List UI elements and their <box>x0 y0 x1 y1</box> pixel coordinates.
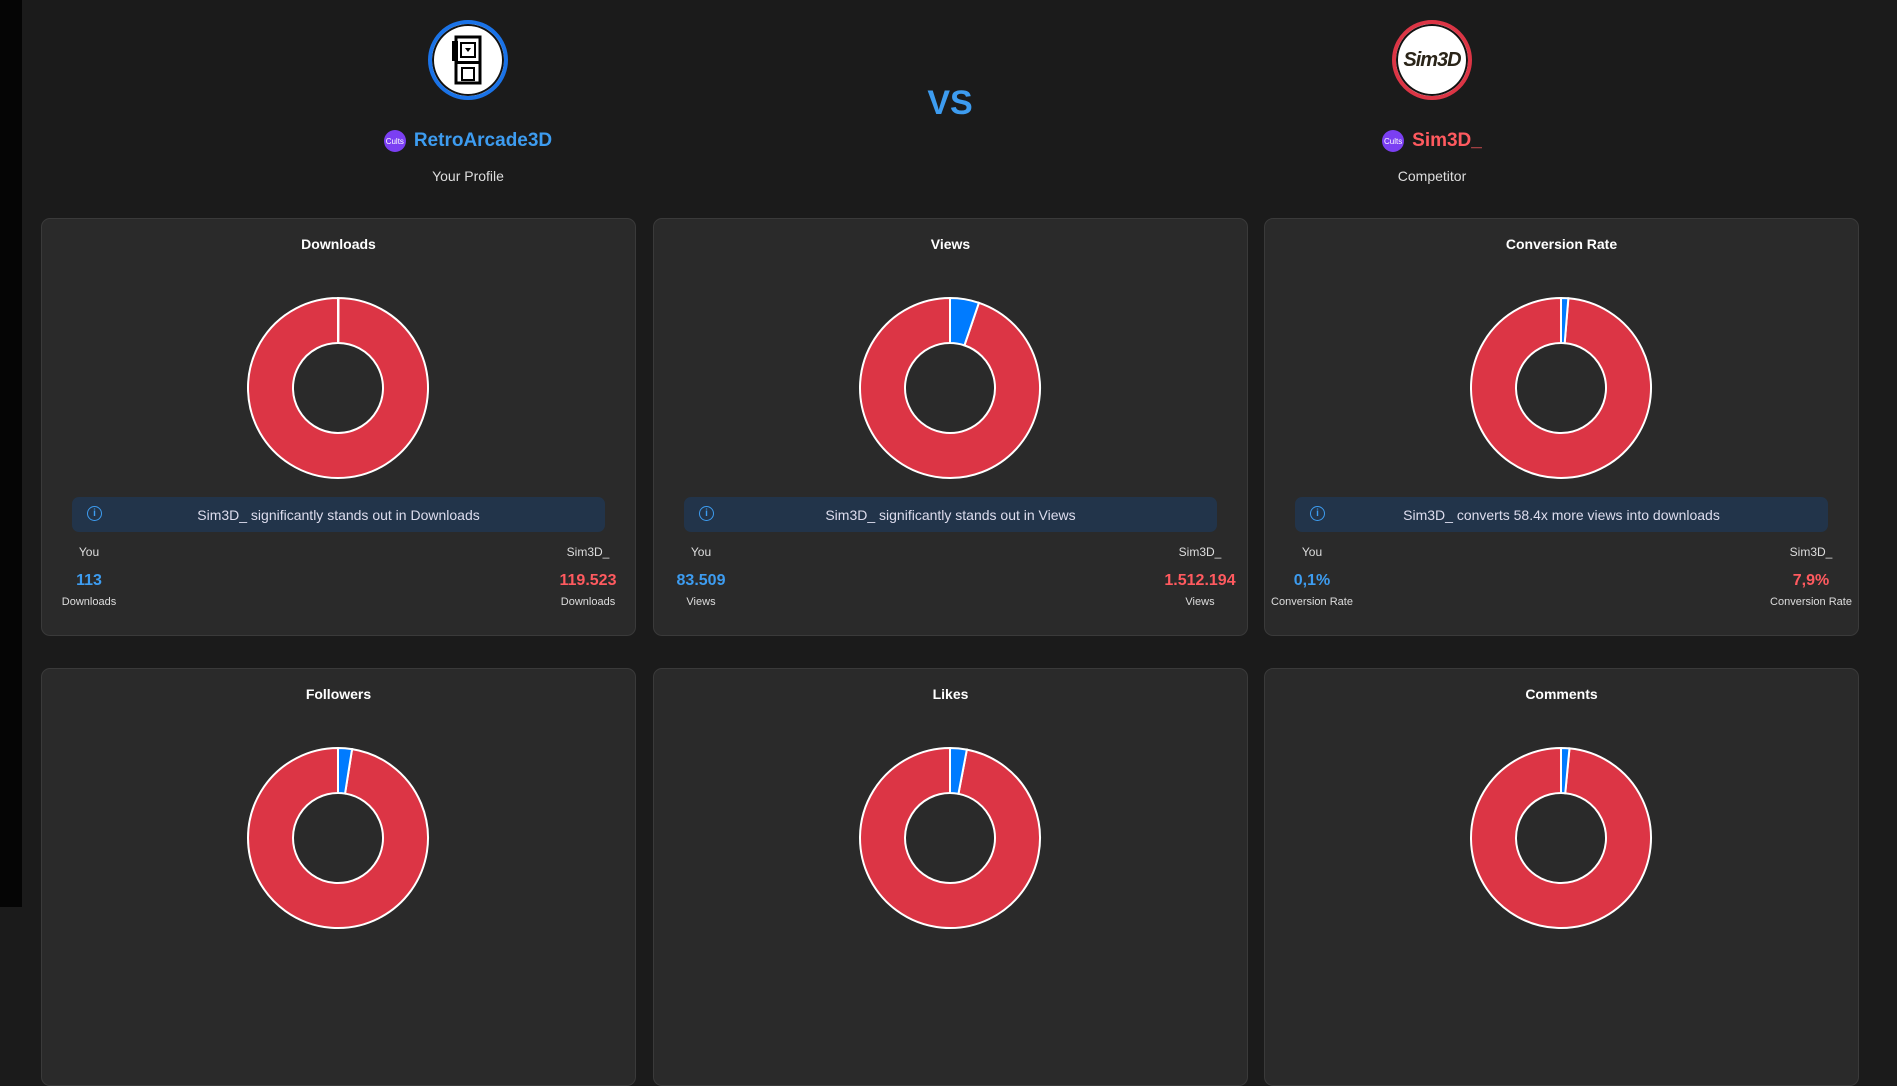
info-icon: i <box>87 506 102 521</box>
your-profile: Cults RetroArcade3D Your Profile <box>318 20 618 184</box>
info-icon: i <box>1310 506 1325 521</box>
metric-card-followers: Followers <box>41 668 636 1086</box>
cults-badge-icon: Cults <box>1382 130 1405 152</box>
competitor-label: Sim3D_ <box>566 545 610 559</box>
competitor-slice[interactable] <box>859 746 1041 929</box>
donut-chart <box>247 296 429 479</box>
insight-text: Sim3D_ converts 58.4x more views into do… <box>1403 506 1720 523</box>
card-title: Downloads <box>301 236 376 252</box>
competitor-name[interactable]: Sim3D_ <box>1412 130 1482 151</box>
left-edge <box>0 0 22 907</box>
competitor-unit: Downloads <box>560 596 616 608</box>
donut-chart <box>1470 296 1652 479</box>
you-slice[interactable] <box>337 746 354 795</box>
sim3d-logo: Sim3D <box>1403 48 1461 71</box>
competitor-slice[interactable] <box>1470 746 1652 929</box>
you-stat: You 113 Downloads <box>34 545 144 608</box>
card-title: Followers <box>305 686 372 702</box>
competitor-stat: Sim3D_ 7,9% Conversion Rate <box>1756 545 1866 608</box>
you-slice[interactable] <box>337 296 340 345</box>
donut-chart <box>247 746 429 929</box>
competitor-value: 7,9% <box>1792 572 1830 589</box>
you-slice[interactable] <box>1560 746 1571 795</box>
your-name[interactable]: RetroArcade3D <box>413 130 553 151</box>
metric-card-downloads: Downloads i Sim3D_ significantly stands ou… <box>41 218 636 636</box>
competitor-subtitle: Competitor <box>1397 168 1467 184</box>
you-unit: Views <box>686 596 716 608</box>
you-label: You <box>690 545 712 559</box>
you-slice[interactable] <box>949 746 969 795</box>
competitor-stat: Sim3D_ 119.523 Downloads <box>533 545 643 608</box>
info-icon: i <box>699 506 714 521</box>
competitor-avatar[interactable]: Sim3D <box>1392 20 1472 100</box>
insight-banner: i Sim3D_ significantly stands out in View… <box>684 497 1217 532</box>
metric-card-comments: Comments <box>1264 668 1859 1086</box>
metric-card-conversion-rate: Conversion Rate i Sim3D_ converts 58.4x mo… <box>1264 218 1859 636</box>
you-slice[interactable] <box>949 296 981 347</box>
metric-card-likes: Likes <box>653 668 1248 1086</box>
competitor-stat: Sim3D_ 1.512.194 Views <box>1145 545 1255 608</box>
your-avatar[interactable] <box>428 20 508 100</box>
vs-label: VS <box>927 84 973 122</box>
you-label: You <box>78 545 100 559</box>
you-stat: You 0,1% Conversion Rate <box>1257 545 1367 608</box>
donut-chart <box>859 296 1041 479</box>
competitor-label: Sim3D_ <box>1178 545 1222 559</box>
you-value: 113 <box>76 572 102 589</box>
card-title: Comments <box>1525 686 1598 702</box>
insight-text: Sim3D_ significantly stands out in Views <box>825 506 1076 523</box>
competitor-slice[interactable] <box>247 296 429 479</box>
competitor-slice[interactable] <box>247 746 429 929</box>
your-subtitle: Your Profile <box>432 168 504 184</box>
insight-text: Sim3D_ significantly stands out in Downl… <box>197 506 480 523</box>
card-title: Conversion Rate <box>1505 236 1618 252</box>
card-title: Likes <box>932 686 969 702</box>
insight-banner: i Sim3D_ converts 58.4x more views into d… <box>1295 497 1828 532</box>
competitor-profile: Sim3D Cults Sim3D_ Competitor <box>1282 20 1582 184</box>
you-unit: Downloads <box>61 596 117 608</box>
competitor-unit: Conversion Rate <box>1770 596 1852 608</box>
donut-chart <box>859 746 1041 929</box>
you-slice[interactable] <box>1560 296 1570 345</box>
you-value: 0,1% <box>1293 572 1331 589</box>
competitor-unit: Views <box>1185 596 1215 608</box>
donut-chart <box>1470 746 1652 929</box>
card-title: Views <box>930 236 971 252</box>
you-unit: Conversion Rate <box>1271 596 1353 608</box>
competitor-slice[interactable] <box>859 296 1041 479</box>
arcade-cabinet-icon <box>452 35 482 85</box>
competitor-value: 1.512.194 <box>1164 572 1236 589</box>
competitor-label: Sim3D_ <box>1789 545 1833 559</box>
metric-card-views: Views i Sim3D_ significantly stands out in… <box>653 218 1248 636</box>
competitor-slice[interactable] <box>1470 296 1652 479</box>
competitor-value: 119.523 <box>559 572 617 589</box>
cults-badge-icon: Cults <box>383 130 406 152</box>
you-value: 83.509 <box>676 572 726 589</box>
insight-banner: i Sim3D_ significantly stands out in Down… <box>72 497 605 532</box>
you-label: You <box>1301 545 1323 559</box>
you-stat: You 83.509 Views <box>646 545 756 608</box>
